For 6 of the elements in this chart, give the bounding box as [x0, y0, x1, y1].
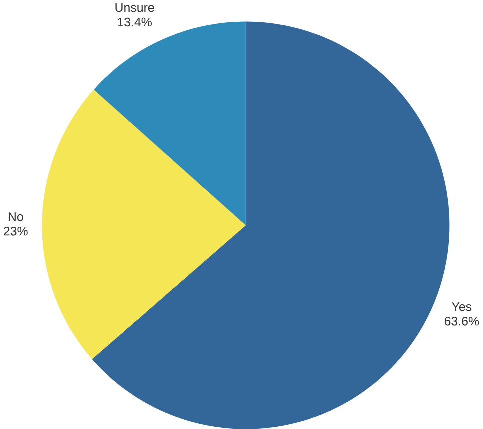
data-label: 13.4%: [118, 18, 152, 26]
data-label: 23%: [4, 226, 28, 236]
slice-label: No: [8, 212, 24, 222]
data-label: 63.6%: [444, 316, 480, 326]
slice-label: Unsure: [116, 3, 154, 12]
slice-label: Yes: [452, 302, 472, 312]
